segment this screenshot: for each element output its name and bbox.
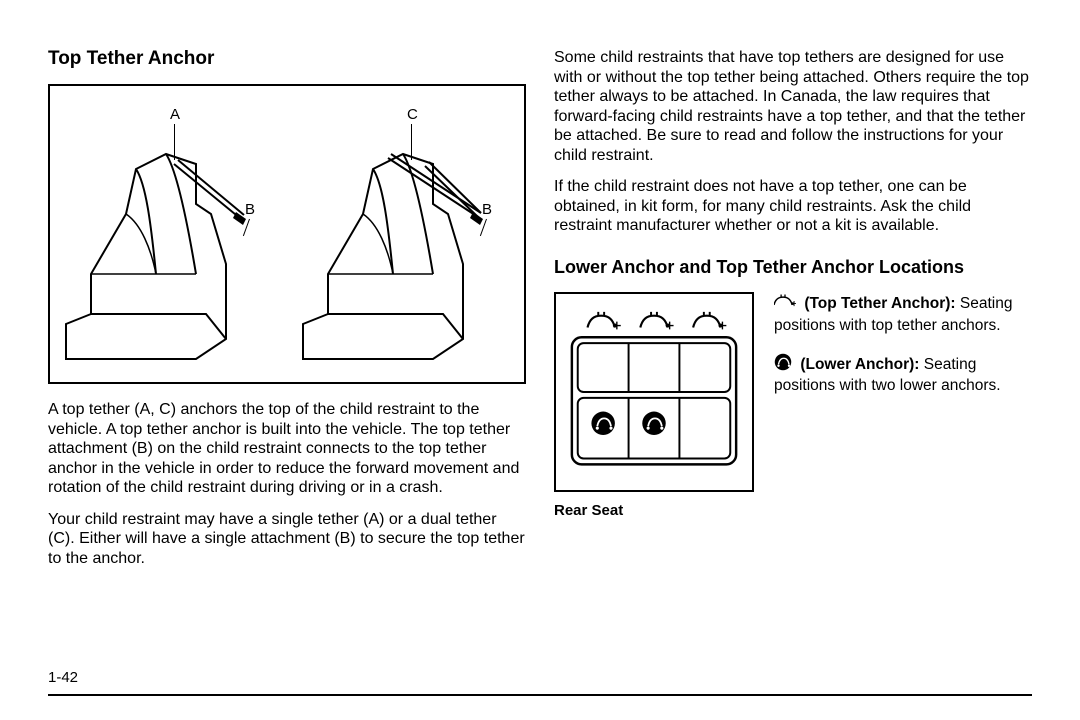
left-para-1: A top tether (A, C) anchors the top of t… bbox=[48, 400, 526, 498]
legend-top-tether: (Top Tether Anchor): Seating positions w… bbox=[774, 292, 1032, 335]
figure-panel-right: C B bbox=[287, 86, 524, 382]
anchor-locations-block: Rear Seat (Top Tether Anchor): bbox=[554, 292, 1032, 519]
top-tether-icon-1 bbox=[588, 312, 621, 330]
legend1-bold: (Top Tether Anchor): bbox=[804, 295, 955, 312]
lower-anchor-icon bbox=[774, 353, 792, 376]
top-tether-icon-2 bbox=[640, 312, 673, 330]
right-para-1: Some child restraints that have top teth… bbox=[554, 48, 1032, 165]
page-number: 1-42 bbox=[48, 669, 1032, 686]
rear-seat-svg bbox=[566, 304, 742, 480]
child-seat-left-svg bbox=[56, 114, 246, 374]
lower-anchor-icon-2 bbox=[642, 412, 665, 435]
left-para-2: Your child restraint may have a single t… bbox=[48, 510, 526, 569]
anchor-figure-caption: Rear Seat bbox=[554, 502, 623, 519]
figure-panel-left: A B bbox=[50, 86, 287, 382]
figure-panels: A B bbox=[50, 86, 524, 382]
page-footer: 1-42 bbox=[48, 663, 1032, 696]
top-tether-icon-3 bbox=[693, 312, 726, 330]
right-column: Some child restraints that have top teth… bbox=[554, 48, 1032, 663]
legend2-bold: (Lower Anchor): bbox=[800, 356, 919, 373]
callout-b-label: B bbox=[245, 201, 255, 218]
anchor-legend: (Top Tether Anchor): Seating positions w… bbox=[774, 292, 1032, 414]
anchor-figure-wrap: Rear Seat bbox=[554, 292, 754, 519]
section-heading-2: Lower Anchor and Top Tether Anchor Locat… bbox=[554, 256, 1032, 279]
lower-anchor-icon-1 bbox=[591, 412, 614, 435]
callout-b2-label: B bbox=[482, 201, 492, 218]
section-heading: Top Tether Anchor bbox=[48, 48, 526, 70]
manual-page: Top Tether Anchor A B bbox=[0, 0, 1080, 720]
two-column-layout: Top Tether Anchor A B bbox=[48, 48, 1032, 663]
legend-lower-anchor: (Lower Anchor): Seating positions with t… bbox=[774, 353, 1032, 396]
child-seat-right-svg bbox=[293, 114, 483, 374]
left-column: Top Tether Anchor A B bbox=[48, 48, 526, 663]
top-tether-anchor-icon bbox=[774, 292, 796, 315]
top-tether-figure: A B bbox=[48, 84, 526, 384]
anchor-locations-figure bbox=[554, 292, 754, 492]
footer-rule bbox=[48, 694, 1032, 696]
right-para-2: If the child restraint does not have a t… bbox=[554, 177, 1032, 236]
